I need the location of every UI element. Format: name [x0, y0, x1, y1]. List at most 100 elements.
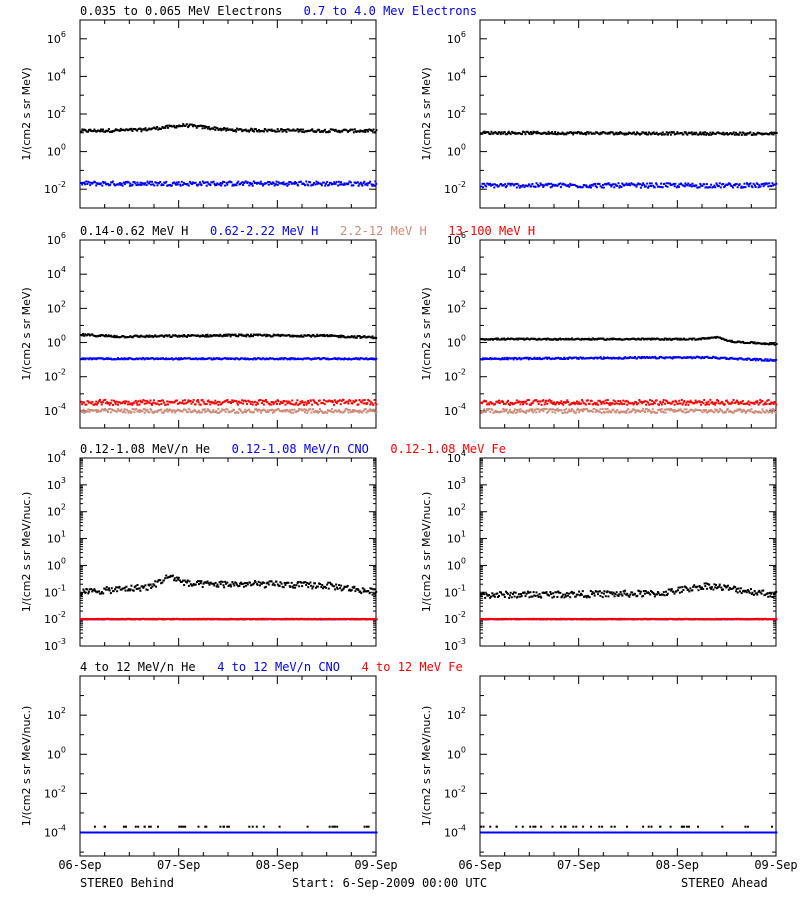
- data-point: [184, 335, 187, 338]
- data-point: [135, 401, 138, 404]
- data-point: [703, 410, 706, 413]
- data-point: [648, 356, 651, 359]
- data-point: [555, 409, 558, 411]
- data-point: [183, 334, 186, 336]
- data-point: [530, 185, 533, 188]
- data-point: [99, 130, 102, 133]
- data-point: [116, 586, 119, 589]
- data-point: [576, 131, 579, 133]
- data-point: [764, 401, 767, 404]
- data-point: [310, 358, 313, 361]
- data-point: [571, 132, 573, 135]
- data-point: [238, 585, 241, 587]
- data-point: [196, 618, 199, 621]
- data-point: [189, 583, 192, 586]
- data-point: [337, 184, 340, 187]
- data-point: [198, 618, 201, 621]
- data-point: [621, 132, 624, 135]
- data-point: [615, 402, 618, 405]
- data-point: [363, 408, 366, 411]
- data-point: [676, 410, 679, 412]
- data-point: [743, 342, 746, 345]
- data-point: [375, 357, 378, 360]
- data-point: [702, 409, 705, 411]
- data-point: [90, 618, 93, 620]
- data-point: [372, 128, 375, 131]
- data-point: [283, 400, 286, 403]
- data-point: [346, 400, 349, 403]
- data-point: [205, 410, 208, 412]
- data-point: [80, 618, 83, 621]
- data-point: [109, 411, 112, 414]
- data-point: [266, 618, 269, 621]
- data-point: [585, 186, 588, 189]
- data-point: [507, 410, 510, 413]
- data-point: [193, 408, 196, 411]
- data-point: [164, 334, 166, 337]
- data-point: [578, 409, 581, 412]
- data-point: [369, 618, 372, 621]
- data-point: [532, 338, 535, 341]
- data-point: [264, 128, 267, 131]
- data-point: [348, 336, 351, 339]
- data-point: [87, 618, 90, 621]
- data-point: [678, 183, 681, 186]
- data-point: [329, 618, 331, 621]
- data-point: [738, 357, 741, 360]
- data-point: [500, 410, 503, 413]
- data-point: [98, 590, 101, 593]
- data-point: [513, 409, 516, 412]
- data-point: [266, 130, 269, 133]
- data-point: [144, 336, 147, 339]
- data-point: [647, 185, 650, 188]
- data-point: [504, 133, 507, 136]
- data-point: [335, 618, 338, 620]
- data-point: [170, 409, 173, 412]
- data-point: [229, 180, 232, 183]
- data-point: [100, 592, 103, 595]
- data-point: [93, 588, 96, 591]
- data-point: [655, 182, 658, 185]
- data-point: [333, 585, 336, 588]
- data-point: [341, 588, 344, 591]
- data-point: [530, 402, 533, 405]
- data-point: [656, 411, 658, 414]
- data-point: [347, 402, 350, 405]
- data-point: [165, 574, 168, 577]
- data-point: [269, 335, 272, 338]
- data-point: [733, 341, 736, 344]
- data-point: [333, 399, 336, 402]
- data-point: [302, 128, 305, 131]
- data-point: [262, 403, 265, 406]
- data-point: [336, 587, 339, 590]
- data-point: [346, 584, 349, 587]
- data-point: [302, 409, 305, 412]
- data-point: [664, 133, 667, 136]
- data-point: [256, 130, 259, 133]
- data-point: [147, 335, 150, 338]
- data-point: [294, 586, 297, 589]
- data-point: [322, 402, 325, 405]
- data-point: [291, 182, 294, 185]
- data-point: [590, 183, 593, 186]
- data-point: [229, 410, 232, 413]
- data-point: [557, 401, 560, 404]
- data-point: [329, 581, 332, 584]
- data-point: [625, 411, 628, 414]
- data-point: [691, 357, 694, 360]
- data-point: [268, 357, 271, 360]
- data-point: [297, 581, 300, 583]
- data-point: [629, 338, 632, 341]
- data-point: [736, 399, 738, 402]
- data-point: [581, 357, 583, 360]
- data-point: [138, 587, 141, 590]
- data-point: [225, 181, 228, 184]
- data-point: [313, 182, 316, 184]
- data-point: [348, 358, 351, 360]
- data-point: [109, 592, 112, 595]
- data-point: [328, 181, 331, 184]
- data-point: [345, 129, 348, 132]
- data-point: [732, 186, 734, 189]
- data-point: [620, 410, 623, 413]
- data-point: [203, 402, 206, 405]
